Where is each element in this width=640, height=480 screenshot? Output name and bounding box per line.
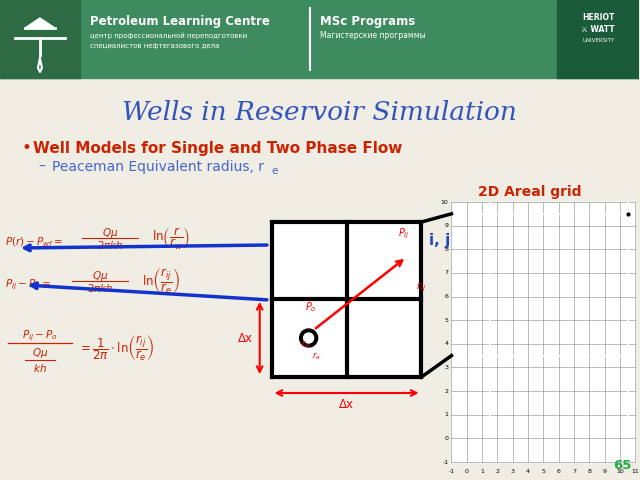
Text: Δx: Δx (339, 398, 354, 411)
Text: 0: 0 (465, 469, 468, 474)
Text: $2\pi kh$: $2\pi kh$ (86, 282, 113, 294)
Text: 7: 7 (572, 469, 576, 474)
Text: 3: 3 (511, 469, 515, 474)
Text: HERIOT: HERIOT (582, 13, 614, 23)
Text: 1: 1 (445, 412, 449, 417)
Text: 5: 5 (541, 469, 545, 474)
Bar (0, 0, 80, 78)
Text: –: – (38, 160, 45, 174)
Text: $r_{ij}$: $r_{ij}$ (417, 280, 427, 294)
Text: $kh$: $kh$ (33, 362, 47, 374)
Text: Peaceman Equivalent radius, r: Peaceman Equivalent radius, r (52, 160, 264, 174)
Bar (451, 202, 636, 462)
Text: UNIVERSITY: UNIVERSITY (582, 37, 614, 43)
Text: 8: 8 (588, 469, 591, 474)
Text: MSc Programs: MSc Programs (319, 15, 415, 28)
Text: Petroleum Learning Centre: Petroleum Learning Centre (90, 15, 270, 28)
Text: Δx: Δx (238, 332, 253, 345)
Text: $P_o$: $P_o$ (305, 300, 316, 314)
Text: -1: -1 (449, 469, 454, 474)
Text: 10: 10 (441, 200, 449, 204)
Text: $P_{ij}$: $P_{ij}$ (397, 227, 410, 241)
Text: 65: 65 (613, 459, 631, 472)
Text: $=\dfrac{1}{2\pi}\cdot\ln\!\left(\dfrac{r_{ij}}{r_e}\right)$: $=\dfrac{1}{2\pi}\cdot\ln\!\left(\dfrac{… (78, 333, 154, 363)
Bar (557, 0, 639, 78)
Text: 4: 4 (444, 341, 449, 346)
Text: $\ln\!\left(\dfrac{r_{ij}}{r_e}\right)$: $\ln\!\left(\dfrac{r_{ij}}{r_e}\right)$ (142, 266, 180, 296)
Text: ⚔ WATT: ⚔ WATT (582, 24, 615, 34)
Text: -1: -1 (442, 459, 449, 465)
Bar (0, 0, 639, 78)
Text: e: e (271, 166, 278, 176)
Polygon shape (25, 18, 55, 28)
Circle shape (300, 329, 317, 347)
Bar (271, 222, 422, 377)
Text: 6: 6 (445, 294, 449, 299)
Text: 1: 1 (480, 469, 484, 474)
Text: 2D Areal grid: 2D Areal grid (477, 185, 581, 199)
Text: $\ln\!\left(\dfrac{r}{r_w}\right)$: $\ln\!\left(\dfrac{r}{r_w}\right)$ (152, 225, 190, 251)
Text: 6: 6 (557, 469, 561, 474)
Text: $2\pi kh$: $2\pi kh$ (97, 239, 124, 251)
Text: специалистов нефтегазового дела: специалистов нефтегазового дела (90, 43, 220, 49)
Text: 5: 5 (445, 318, 449, 323)
Text: 2: 2 (444, 389, 449, 394)
Text: Wells in Reservoir Simulation: Wells in Reservoir Simulation (122, 99, 517, 124)
Text: 11: 11 (631, 469, 639, 474)
Text: 3: 3 (444, 365, 449, 370)
Text: 0: 0 (445, 436, 449, 441)
Text: $P(r)-P_{wf}=$: $P(r)-P_{wf}=$ (5, 235, 63, 249)
Text: $r_w$: $r_w$ (301, 338, 311, 350)
Text: $r_e$: $r_e$ (312, 350, 321, 362)
Circle shape (303, 333, 314, 343)
Text: 8: 8 (445, 247, 449, 252)
Text: $Q\mu$: $Q\mu$ (92, 269, 108, 283)
Text: Well Models for Single and Two Phase Flow: Well Models for Single and Two Phase Flo… (33, 141, 403, 156)
Text: $P_{ij}-P_o=$: $P_{ij}-P_o=$ (5, 278, 51, 292)
Text: центр профессиональной переподготовки: центр профессиональной переподготовки (90, 33, 247, 39)
Text: 4: 4 (526, 469, 530, 474)
Text: •: • (22, 139, 32, 157)
Text: $P_{ij}-P_o$: $P_{ij}-P_o$ (22, 329, 58, 343)
Text: $Q\mu$: $Q\mu$ (32, 346, 48, 360)
Text: $Q\mu$: $Q\mu$ (102, 226, 118, 240)
Text: 9: 9 (444, 223, 449, 228)
Text: Магистерские программы: Магистерские программы (319, 32, 425, 40)
Text: 2: 2 (495, 469, 499, 474)
Text: 9: 9 (603, 469, 607, 474)
Text: i, j: i, j (429, 232, 451, 248)
Text: 10: 10 (616, 469, 624, 474)
Text: 7: 7 (444, 270, 449, 276)
